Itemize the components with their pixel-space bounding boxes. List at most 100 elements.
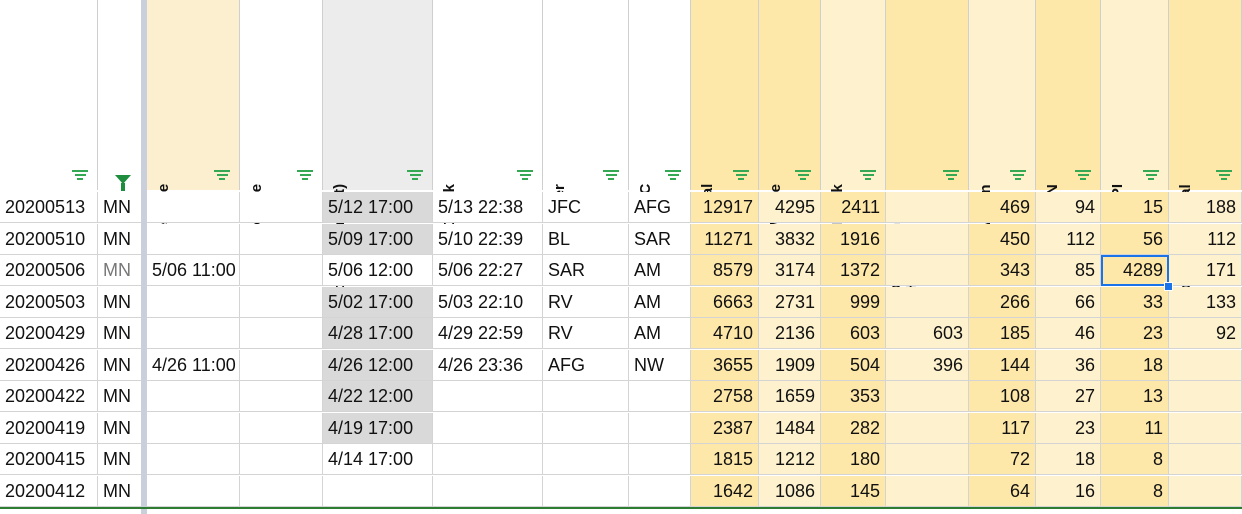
- cell-total[interactable]: 11271: [691, 223, 759, 255]
- cell-source[interactable]: [240, 192, 323, 223]
- cell-date[interactable]: 20200426: [0, 349, 98, 381]
- cell-known-white[interactable]: 1086: [759, 475, 821, 507]
- filter-active-icon[interactable]: [114, 175, 131, 191]
- cell-state[interactable]: MN: [98, 286, 147, 318]
- cell-known-aian[interactable]: 112: [1036, 223, 1101, 255]
- filter-icon[interactable]: [1143, 170, 1159, 184]
- cell-known-multiracial[interactable]: [1169, 381, 1242, 412]
- cell-update-time-et[interactable]: 4/19 17:00: [323, 412, 433, 444]
- cell-known-black[interactable]: 2411: [821, 192, 886, 223]
- cell-dc[interactable]: AM: [629, 318, 691, 349]
- cell-known-aian[interactable]: 23: [1036, 412, 1101, 444]
- cell-known-black[interactable]: 999: [821, 286, 886, 318]
- cell-last-check[interactable]: 5/10 22:39: [433, 223, 543, 255]
- cell-total[interactable]: 8579: [691, 255, 759, 286]
- cell-source[interactable]: [240, 318, 323, 349]
- cell-dc[interactable]: SAR: [629, 223, 691, 255]
- cell-dc[interactable]: AM: [629, 286, 691, 318]
- cell-date[interactable]: 20200429: [0, 318, 98, 349]
- cell-known-multiracial[interactable]: [1169, 444, 1242, 475]
- cell-checker[interactable]: [543, 444, 629, 475]
- cell-update-time-et[interactable]: 4/28 17:00: [323, 318, 433, 349]
- column-header-known-nhpi[interactable]: Known NHPI: [1101, 0, 1169, 274]
- cell-known-latinx[interactable]: [886, 381, 969, 412]
- cell-date[interactable]: 20200415: [0, 444, 98, 475]
- cell-state[interactable]: MN: [98, 444, 147, 475]
- cell-known-aian[interactable]: 27: [1036, 381, 1101, 412]
- cell-known-black[interactable]: 1372: [821, 255, 886, 286]
- cell-known-multiracial[interactable]: 171: [1169, 255, 1242, 286]
- cell-dc[interactable]: AM: [629, 255, 691, 286]
- cell-update-time-et[interactable]: 5/09 17:00: [323, 223, 433, 255]
- cell-checker[interactable]: [543, 475, 629, 507]
- column-header-last-check[interactable]: Last Check: [433, 0, 543, 264]
- filter-icon[interactable]: [214, 170, 230, 184]
- cell-dc[interactable]: NW: [629, 349, 691, 381]
- cell-known-multiracial[interactable]: [1169, 412, 1242, 444]
- cell-update-time-et[interactable]: 5/02 17:00: [323, 286, 433, 318]
- cell-last-check[interactable]: 4/26 23:36: [433, 349, 543, 381]
- cell-checker[interactable]: AFG: [543, 349, 629, 381]
- cell-checker[interactable]: [543, 412, 629, 444]
- cell-source[interactable]: [240, 286, 323, 318]
- cell-known-multiracial[interactable]: [1169, 475, 1242, 507]
- cell-state[interactable]: MN: [98, 223, 147, 255]
- cell-update-time-et[interactable]: 4/14 17:00: [323, 444, 433, 475]
- cell-total[interactable]: 2387: [691, 412, 759, 444]
- filter-icon[interactable]: [733, 170, 749, 184]
- cell-update-time-et[interactable]: 4/22 12:00: [323, 381, 433, 412]
- cell-known-nhpi[interactable]: 15: [1101, 192, 1169, 223]
- cell-state[interactable]: MN: [98, 255, 147, 286]
- column-header-total[interactable]: Total: [691, 0, 759, 219]
- filter-icon[interactable]: [603, 170, 619, 184]
- cell-dc[interactable]: [629, 444, 691, 475]
- cell-known-asian[interactable]: 144: [969, 349, 1036, 381]
- column-header-update-time[interactable]: Update Time: [147, 0, 240, 274]
- cell-last-check[interactable]: 4/29 22:59: [433, 318, 543, 349]
- column-header-update-time-et[interactable]: Update Time (Et): [323, 0, 433, 303]
- cell-checker[interactable]: RV: [543, 318, 629, 349]
- cell-update-time[interactable]: [147, 444, 240, 475]
- cell-known-white[interactable]: 4295: [759, 192, 821, 223]
- cell-dc[interactable]: AFG: [629, 192, 691, 223]
- cell-known-nhpi[interactable]: 23: [1101, 318, 1169, 349]
- cell-known-asian[interactable]: 185: [969, 318, 1036, 349]
- column-header-known-white[interactable]: Known White: [759, 0, 821, 279]
- cell-known-asian[interactable]: 450: [969, 223, 1036, 255]
- cell-total[interactable]: 4710: [691, 318, 759, 349]
- cell-known-multiracial[interactable]: 112: [1169, 223, 1242, 255]
- cell-known-multiracial[interactable]: 92: [1169, 318, 1242, 349]
- cell-source[interactable]: [240, 349, 323, 381]
- cell-checker[interactable]: SAR: [543, 255, 629, 286]
- cell-known-white[interactable]: 1484: [759, 412, 821, 444]
- fill-handle[interactable]: [1164, 282, 1173, 291]
- cell-known-latinx[interactable]: [886, 286, 969, 318]
- cell-known-nhpi[interactable]: 8: [1101, 475, 1169, 507]
- cell-update-time[interactable]: [147, 286, 240, 318]
- cell-known-aian[interactable]: 18: [1036, 444, 1101, 475]
- cell-date[interactable]: 20200510: [0, 223, 98, 255]
- cell-state[interactable]: MN: [98, 381, 147, 412]
- filter-icon[interactable]: [1075, 170, 1091, 184]
- cell-total[interactable]: 12917: [691, 192, 759, 223]
- cell-update-time-et[interactable]: 5/12 17:00: [323, 192, 433, 223]
- cell-last-check[interactable]: [433, 444, 543, 475]
- cell-checker[interactable]: JFC: [543, 192, 629, 223]
- cell-known-aian[interactable]: 36: [1036, 349, 1101, 381]
- cell-known-latinx[interactable]: 396: [886, 349, 969, 381]
- cell-update-time[interactable]: [147, 475, 240, 507]
- cell-known-asian[interactable]: 72: [969, 444, 1036, 475]
- cell-update-time[interactable]: [147, 412, 240, 444]
- cell-known-latinx[interactable]: [886, 444, 969, 475]
- column-header-known-latinx[interactable]: Known LatinX / Hispanic: [886, 0, 969, 313]
- cell-dc[interactable]: [629, 412, 691, 444]
- cell-date[interactable]: 20200412: [0, 475, 98, 507]
- cell-source[interactable]: [240, 444, 323, 475]
- cell-state[interactable]: MN: [98, 475, 147, 507]
- cell-date[interactable]: 20200419: [0, 412, 98, 444]
- cell-known-nhpi[interactable]: 4289: [1101, 255, 1169, 286]
- cell-state[interactable]: MN: [98, 349, 147, 381]
- cell-source[interactable]: [240, 223, 323, 255]
- cell-known-asian[interactable]: 64: [969, 475, 1036, 507]
- cell-dc[interactable]: [629, 381, 691, 412]
